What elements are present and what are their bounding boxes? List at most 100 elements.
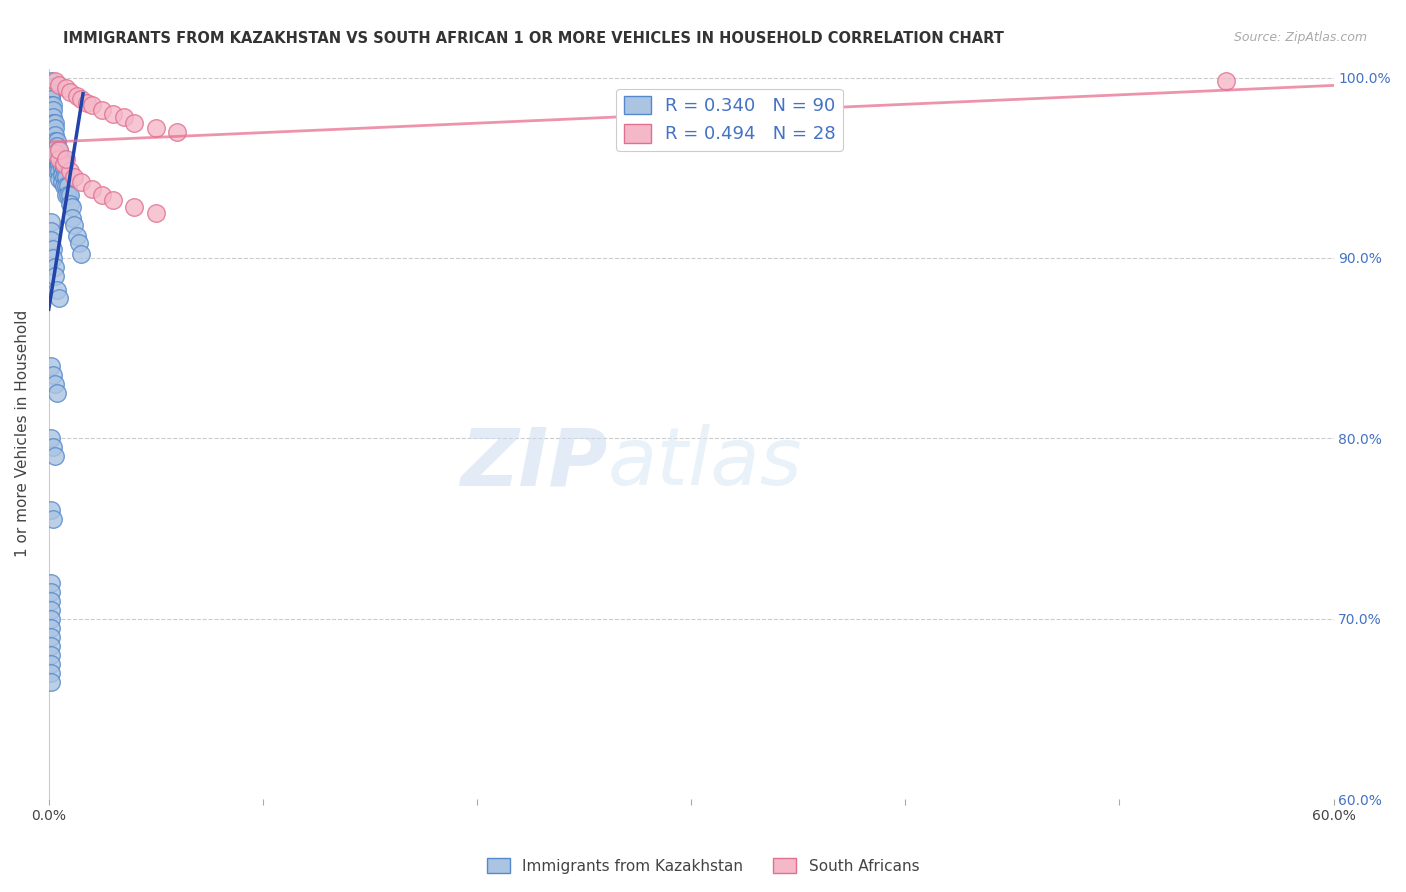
- Point: [48, 143, 70, 157]
- Legend: R = 0.340   N = 90, R = 0.494   N = 28: R = 0.340 N = 90, R = 0.494 N = 28: [616, 88, 844, 151]
- Point: [91, 103, 114, 117]
- Point: [44, 377, 66, 392]
- Point: [124, 201, 146, 215]
- Point: [42, 242, 65, 256]
- Point: [39, 674, 62, 689]
- Point: [70, 92, 93, 106]
- Point: [39, 215, 62, 229]
- Point: [39, 85, 62, 99]
- Point: [39, 612, 62, 626]
- Point: [39, 359, 62, 373]
- Point: [55, 169, 77, 184]
- Point: [42, 512, 65, 526]
- Point: [48, 150, 70, 164]
- Point: [44, 121, 66, 136]
- Point: [39, 88, 62, 103]
- Point: [42, 128, 65, 143]
- Point: [44, 128, 66, 143]
- Point: [39, 630, 62, 644]
- Point: [59, 187, 82, 202]
- Point: [39, 431, 62, 445]
- Point: [42, 143, 65, 157]
- Point: [39, 106, 62, 120]
- Point: [70, 247, 93, 261]
- Point: [65, 88, 87, 103]
- Point: [42, 137, 65, 152]
- Point: [46, 386, 69, 401]
- Point: [52, 169, 75, 184]
- Point: [39, 575, 62, 590]
- Point: [46, 161, 69, 175]
- Point: [52, 157, 75, 171]
- Point: [70, 175, 93, 189]
- Point: [42, 251, 65, 265]
- Point: [42, 368, 65, 383]
- Point: [63, 219, 86, 233]
- Point: [39, 665, 62, 680]
- Text: Source: ZipAtlas.com: Source: ZipAtlas.com: [1233, 31, 1367, 45]
- Point: [145, 206, 167, 220]
- Point: [51, 168, 73, 182]
- Point: [42, 121, 65, 136]
- Point: [55, 187, 77, 202]
- Point: [101, 193, 124, 207]
- Point: [124, 115, 146, 129]
- Legend: Immigrants from Kazakhstan, South Africans: Immigrants from Kazakhstan, South Africa…: [481, 852, 925, 880]
- Point: [101, 106, 124, 120]
- Point: [145, 121, 167, 136]
- Point: [46, 146, 69, 161]
- Point: [59, 164, 82, 178]
- Point: [39, 233, 62, 247]
- Point: [67, 236, 90, 251]
- Point: [39, 648, 62, 662]
- Point: [39, 657, 62, 671]
- Point: [1215, 74, 1237, 88]
- Point: [59, 85, 82, 99]
- Point: [39, 503, 62, 517]
- Point: [44, 74, 66, 88]
- Point: [39, 97, 62, 112]
- Point: [80, 182, 103, 196]
- Text: ZIP: ZIP: [460, 424, 607, 502]
- Text: IMMIGRANTS FROM KAZAKHSTAN VS SOUTH AFRICAN 1 OR MORE VEHICLES IN HOUSEHOLD CORR: IMMIGRANTS FROM KAZAKHSTAN VS SOUTH AFRI…: [63, 31, 1004, 46]
- Point: [46, 139, 69, 153]
- Point: [42, 125, 65, 139]
- Point: [44, 146, 66, 161]
- Y-axis label: 1 or more Vehicles in Household: 1 or more Vehicles in Household: [15, 310, 30, 558]
- Point: [39, 584, 62, 599]
- Point: [51, 161, 73, 175]
- Point: [39, 92, 62, 106]
- Point: [60, 211, 83, 226]
- Point: [39, 74, 62, 88]
- Point: [51, 175, 73, 189]
- Point: [44, 115, 66, 129]
- Point: [55, 152, 77, 166]
- Point: [39, 621, 62, 635]
- Point: [39, 593, 62, 607]
- Point: [46, 284, 69, 298]
- Point: [65, 229, 87, 244]
- Point: [42, 115, 65, 129]
- Point: [44, 139, 66, 153]
- Point: [55, 178, 77, 193]
- Point: [42, 97, 65, 112]
- Point: [48, 152, 70, 166]
- Point: [39, 110, 62, 124]
- Point: [44, 157, 66, 171]
- Point: [39, 115, 62, 129]
- Point: [42, 440, 65, 454]
- Point: [52, 178, 75, 193]
- Point: [44, 260, 66, 274]
- Point: [48, 291, 70, 305]
- Point: [51, 152, 73, 166]
- Point: [46, 152, 69, 166]
- Point: [44, 146, 66, 161]
- Point: [42, 110, 65, 124]
- Point: [39, 224, 62, 238]
- Point: [48, 157, 70, 171]
- Point: [39, 79, 62, 94]
- Point: [91, 187, 114, 202]
- Point: [80, 97, 103, 112]
- Point: [42, 103, 65, 117]
- Point: [42, 134, 65, 148]
